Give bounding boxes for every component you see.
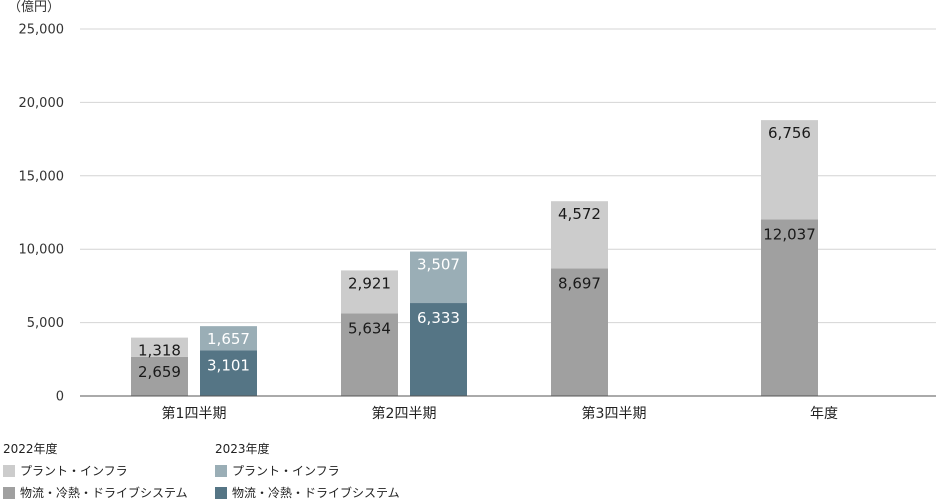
legend-2022-item-plant: プラント・インフラ — [3, 460, 188, 482]
bar-value-label: 2,921 — [348, 274, 391, 292]
legend-swatch — [215, 487, 227, 499]
legend-swatch — [215, 465, 227, 477]
y-tick-label: 5,000 — [27, 316, 64, 331]
bar-segment — [551, 268, 608, 396]
legend-swatch — [3, 465, 15, 477]
legend-2023-item-plant: プラント・インフラ — [215, 460, 400, 482]
bar-segment — [131, 356, 188, 396]
bar-value-label: 5,634 — [348, 319, 391, 337]
bar-segment — [761, 219, 818, 396]
bar-value-label: 6,333 — [417, 309, 460, 327]
legend-swatch — [3, 487, 15, 499]
x-category-label: 第3四半期 — [582, 405, 647, 422]
bars — [131, 120, 818, 396]
x-category-label: 年度 — [810, 406, 838, 422]
legend-label: 物流・冷熱・ドライブシステム — [20, 486, 188, 500]
bar-value-label: 3,507 — [417, 256, 460, 274]
y-tick-label: 15,000 — [19, 169, 65, 184]
stacked-bar-chart: （億円） 0 5,000 10,000 15,000 20,000 25,000 2,65… — [8, 0, 936, 422]
bar-segment — [410, 303, 467, 396]
bar-segment — [131, 337, 188, 357]
bar-value-label: 8,697 — [558, 274, 601, 292]
legend-2022: 2022年度 プラント・インフラ 物流・冷熱・ドライブシステム — [3, 438, 188, 504]
bar-value-label: 3,101 — [207, 356, 250, 374]
bar-segment — [410, 251, 467, 304]
legend-2022-item-logistics: 物流・冷熱・ドライブシステム — [3, 482, 188, 504]
y-tick-label: 0 — [56, 390, 64, 405]
y-tick-label: 20,000 — [19, 96, 65, 111]
legend-2022-title: 2022年度 — [3, 442, 58, 456]
bar-segment — [551, 201, 608, 269]
y-axis-ticks: 0 5,000 10,000 15,000 20,000 25,000 — [19, 23, 65, 405]
y-tick-label: 10,000 — [19, 243, 65, 258]
x-category-label: 第1四半期 — [162, 405, 227, 422]
bar-labels: 2,659 1,318 3,101 1,657 5,634 2,921 6,333 3,507… — [138, 124, 816, 381]
unit-label: （億円） — [8, 0, 60, 15]
y-tick-label: 25,000 — [19, 23, 65, 38]
bar-segment — [341, 313, 398, 396]
bar-segment — [341, 270, 398, 314]
legend-2023: 2023年度 プラント・インフラ 物流・冷熱・ドライブシステム — [215, 438, 400, 504]
legend-2023-title: 2023年度 — [215, 442, 270, 456]
x-category-label: 第2四半期 — [372, 405, 437, 422]
bar-segment — [761, 120, 818, 220]
bar-segment — [200, 326, 257, 351]
bar-value-label: 2,659 — [138, 363, 181, 381]
bar-value-label: 4,572 — [558, 205, 601, 223]
x-axis-categories: 第1四半期 第2四半期 第3四半期 年度 — [162, 405, 838, 422]
bar-value-label: 12,037 — [763, 225, 816, 243]
bar-value-label: 1,318 — [138, 342, 181, 360]
legend-label: プラント・インフラ — [20, 464, 128, 478]
bar-segment — [200, 350, 257, 396]
legend-label: プラント・インフラ — [232, 464, 340, 478]
legend-label: 物流・冷熱・ドライブシステム — [232, 486, 400, 500]
bar-value-label: 1,657 — [207, 330, 250, 348]
bar-value-label: 6,756 — [768, 124, 811, 142]
legend-2023-item-logistics: 物流・冷熱・ドライブシステム — [215, 482, 400, 504]
